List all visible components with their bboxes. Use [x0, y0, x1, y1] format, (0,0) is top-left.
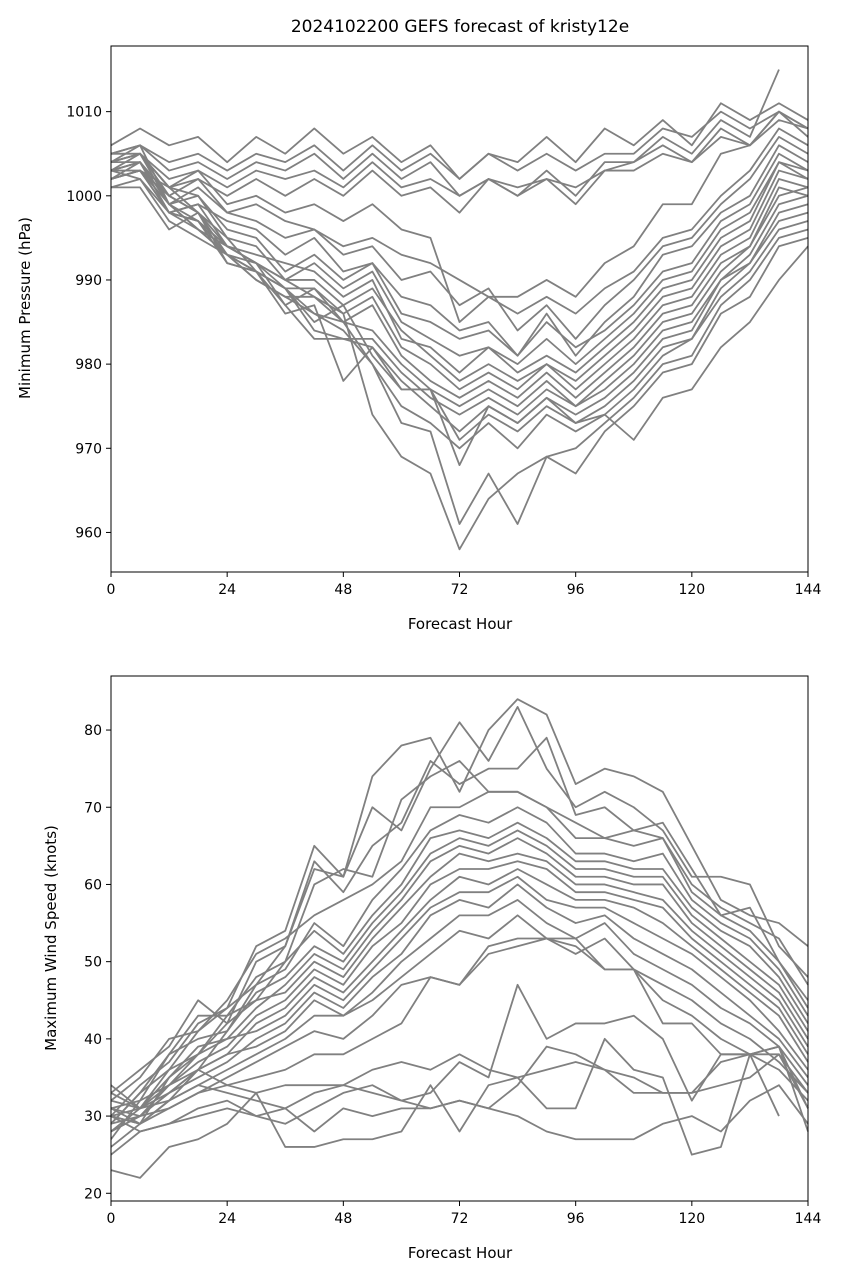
wind-axes: 0 24 48 72 96 120 144 20 30 40 50 60 70 80: [84, 675, 822, 1227]
wind-x-tick-label: 24: [218, 1211, 236, 1227]
wind-y-axis-label: Maximum Wind Speed (knots): [42, 825, 60, 1051]
wind-chart: 0 24 48 72 96 120 144 20 30 40 50 60 70 80 Forecast H…: [42, 675, 822, 1262]
wind-series-line-16: [110, 914, 809, 1125]
wind-x-tick-label: 0: [107, 1211, 116, 1227]
wind-y-tick-label: 60: [84, 877, 102, 893]
pressure-x-tick-label: 24: [218, 582, 236, 598]
pressure-series-line-6: [110, 110, 809, 323]
wind-series-line-5: [110, 790, 809, 1102]
wind-y-tick-label: 80: [84, 723, 102, 739]
wind-series-line-8: [110, 829, 809, 1140]
wind-series-line-15: [110, 899, 809, 1110]
pressure-x-tick-label: 144: [795, 582, 822, 598]
wind-x-axis-label: Forecast Hour: [408, 1244, 513, 1262]
pressure-x-tick-label: 0: [107, 582, 116, 598]
pressure-y-tick-label: 1000: [66, 189, 102, 205]
pressure-x-tick-label: 48: [334, 582, 352, 598]
wind-series-group: [110, 698, 809, 1179]
pressure-series-line-3: [110, 69, 780, 197]
wind-series-line-23: [110, 1084, 809, 1156]
pressure-y-tick-label: 970: [75, 441, 102, 457]
wind-series-line-7: [110, 821, 809, 1094]
wind-y-tick-label: 40: [84, 1032, 102, 1048]
wind-series-line-10: [110, 852, 809, 1125]
wind-x-tick-label: 120: [678, 1211, 705, 1227]
wind-x-tick-label: 72: [451, 1211, 469, 1227]
wind-series-line-20: [110, 983, 809, 1110]
pressure-x-tick-label: 72: [451, 582, 469, 598]
pressure-y-tick-label: 1010: [66, 105, 102, 121]
pressure-series-group: [110, 69, 809, 551]
wind-y-tick-label: 20: [84, 1186, 102, 1202]
pressure-y-tick-label: 990: [75, 273, 102, 289]
wind-x-tick-label: 144: [795, 1211, 822, 1227]
pressure-x-tick-label: 96: [567, 582, 585, 598]
pressure-series-line-14: [110, 178, 809, 391]
chart-title: 2024102200 GEFS forecast of kristy12e: [291, 17, 629, 37]
wind-y-tick-label: 70: [84, 800, 102, 816]
pressure-x-axis-label: Forecast Hour: [408, 615, 513, 633]
wind-series-line-14: [110, 883, 809, 1125]
wind-x-tick-label: 48: [334, 1211, 352, 1227]
pressure-series-line-2: [110, 110, 809, 180]
pressure-series-line-8: [111, 135, 809, 340]
pressure-series-line-12: [110, 161, 809, 374]
pressure-y-tick-label: 980: [75, 357, 102, 373]
pressure-y-axis-label: Minimum Pressure (hPa): [16, 217, 34, 399]
wind-series-line-11: [110, 860, 809, 1117]
pressure-series-line-23: [111, 186, 809, 467]
wind-y-tick-label: 50: [84, 955, 102, 971]
pressure-chart: 2024102200 GEFS forecast of kristy12e 0 2…: [16, 17, 821, 633]
pressure-series-line-10: [110, 152, 809, 357]
wind-series-line-22: [110, 1037, 780, 1179]
pressure-y-tick-label: 960: [75, 525, 102, 541]
wind-x-tick-label: 96: [567, 1211, 585, 1227]
wind-series-line-6: [110, 806, 809, 1117]
pressure-series-line-15: [111, 169, 809, 399]
pressure-series-line-18: [110, 152, 809, 433]
pressure-x-tick-label: 120: [678, 582, 705, 598]
pressure-series-line-9: [110, 144, 809, 357]
pressure-series-line-17: [110, 161, 809, 416]
wind-series-line-13: [110, 875, 809, 1110]
wind-series-line-3: [110, 736, 809, 1117]
pressure-axes: 0 24 48 72 96 120 144 960 970 980 990 1000 1010: [66, 45, 822, 598]
pressure-series-line-22: [110, 169, 809, 525]
wind-y-tick-label: 30: [84, 1109, 102, 1125]
pressure-series-line-5: [110, 119, 809, 214]
